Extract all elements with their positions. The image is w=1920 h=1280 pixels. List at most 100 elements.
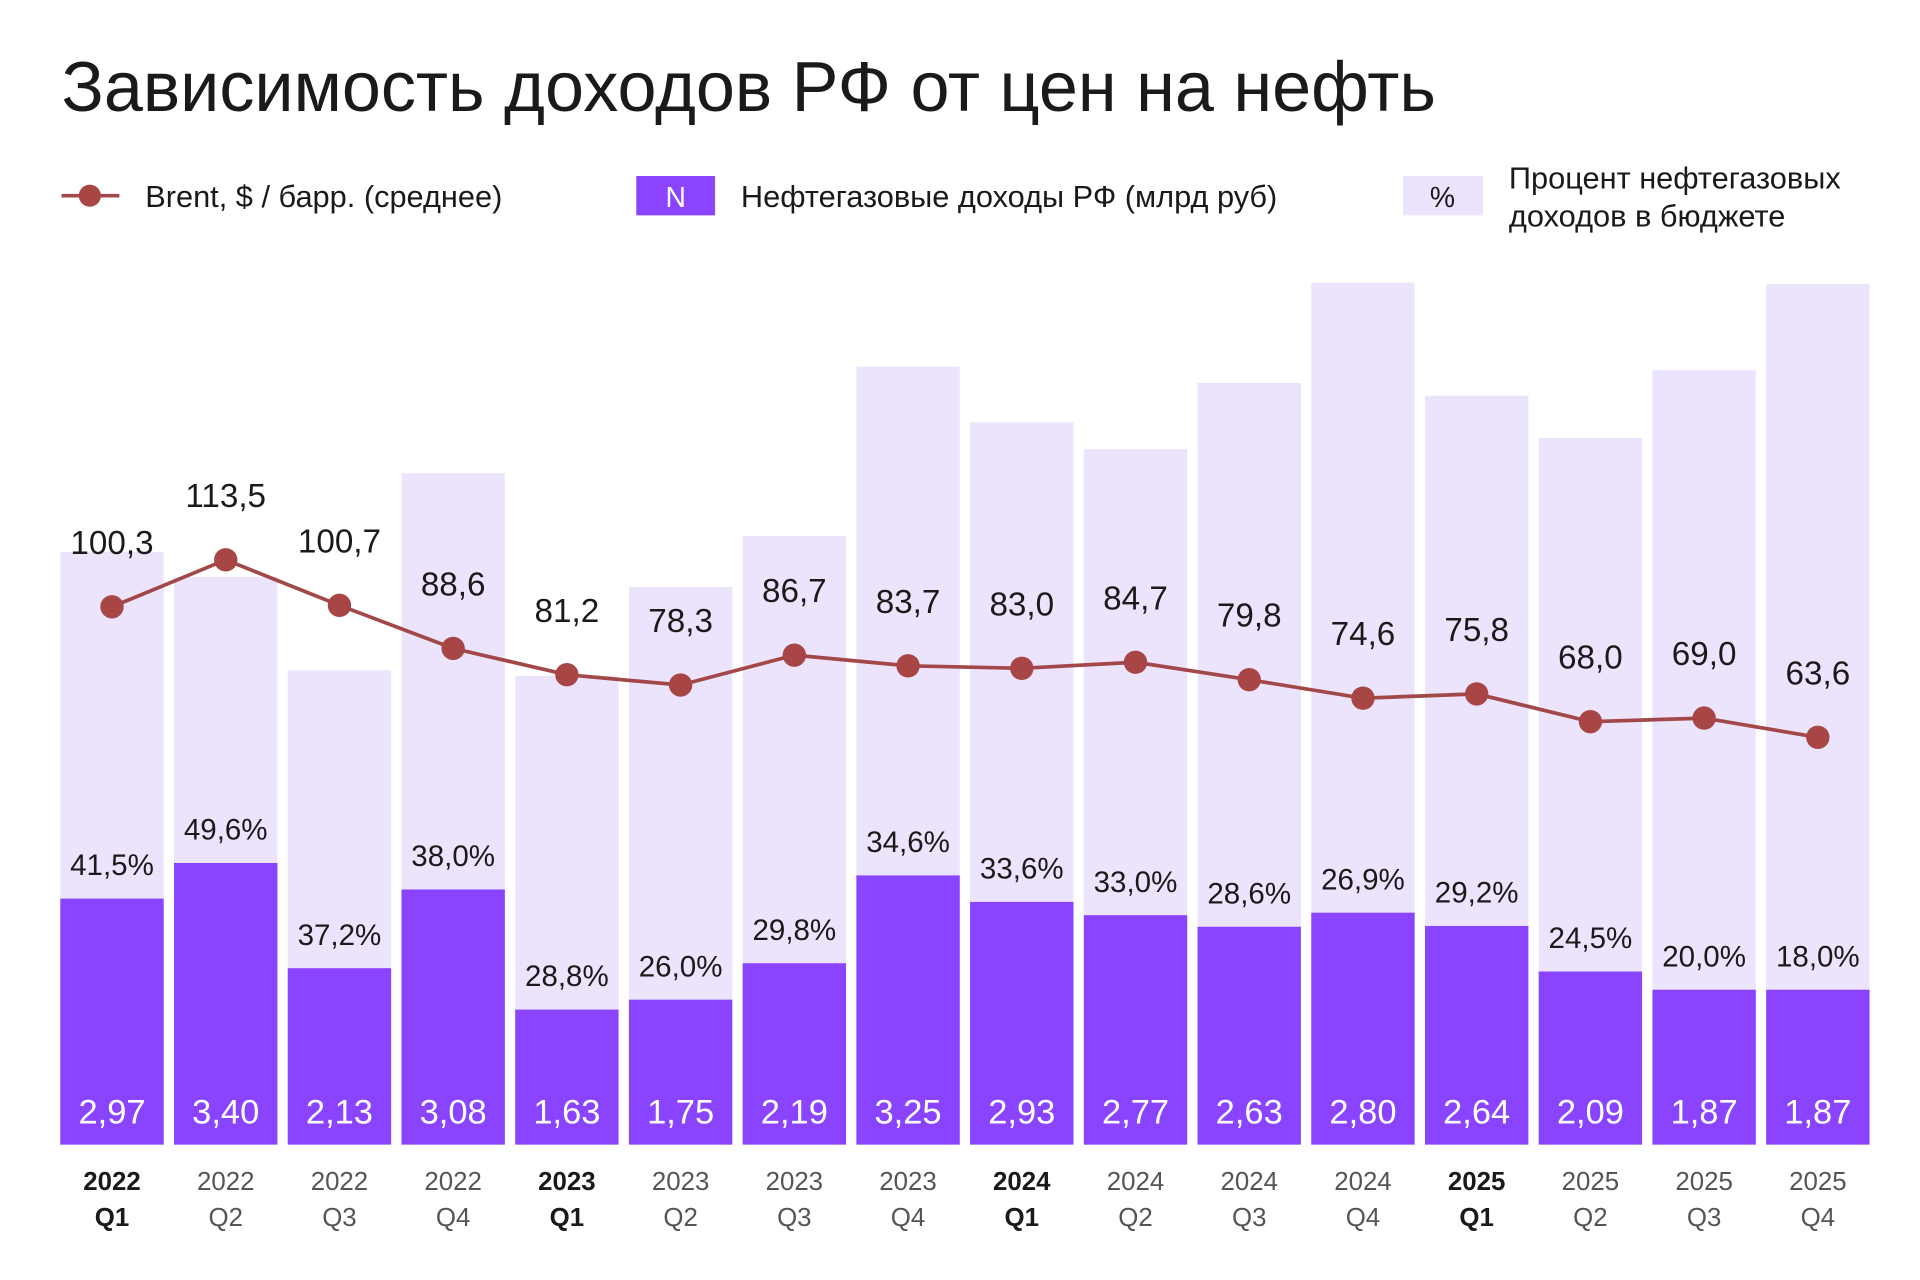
oil-revenue-bar (1083, 915, 1188, 1145)
oil-revenue-bar (970, 901, 1074, 1145)
brent-label: 81,2 (535, 593, 600, 630)
brent-label: 79,8 (1217, 598, 1282, 635)
share-label: 29,2% (1435, 877, 1519, 910)
oil-revenue-bar (1652, 989, 1756, 1145)
brent-point (100, 595, 124, 619)
x-label-quarter: Q3 (1232, 1204, 1266, 1232)
x-label-year: 2023 (766, 1168, 823, 1196)
share-labels: 41,5% 49,6% 37,2% 38,0% 28,8% 26,0% 29,8% 34,6%… (70, 814, 1860, 994)
oil-revenue-bar (515, 1009, 619, 1145)
oil-revenue-bars (60, 862, 1870, 1145)
legend-share-label-1: Процент нефтегазовых (1509, 160, 1841, 195)
chart-title: Зависимость доходов РФ от цен на нефть (62, 47, 1436, 126)
share-label: 26,0% (639, 950, 723, 983)
brent-label: 86,7 (762, 573, 827, 610)
oil-revenue-label: 2,77 (1102, 1094, 1169, 1132)
x-label-quarter: Q1 (1459, 1204, 1493, 1232)
x-label-quarter: Q4 (1801, 1204, 1835, 1232)
brent-label: 74,6 (1331, 616, 1396, 653)
share-label: 28,6% (1207, 877, 1291, 910)
brent-point (1464, 682, 1489, 706)
x-label-quarter: Q2 (1573, 1204, 1607, 1232)
share-label: 34,6% (866, 826, 950, 859)
share-label: 41,5% (70, 849, 154, 882)
legend-bar-swatch (636, 176, 716, 216)
oil-revenue-label: 1,63 (533, 1094, 600, 1132)
x-label-year: 2024 (993, 1168, 1051, 1196)
oil-revenue-bar (1197, 926, 1301, 1145)
brent-label: 83,7 (876, 584, 941, 621)
oil-revenue-label: 3,08 (420, 1094, 487, 1132)
share-label: 37,2% (298, 919, 382, 952)
oil-revenue-bar (1424, 925, 1529, 1145)
oil-revenue-label: 2,19 (761, 1094, 828, 1132)
brent-label: 78,3 (648, 603, 713, 640)
brent-point (1237, 667, 1261, 692)
brent-label: 68,0 (1558, 640, 1623, 677)
x-axis-labels: 2022 Q1 2022 Q2 2022 Q3 2022 Q4 2023 Q1 2023 Q2 2023… (83, 1168, 1846, 1232)
brent-point (896, 654, 920, 678)
oil-revenue-bar (1538, 971, 1643, 1145)
share-label: 38,0% (411, 840, 495, 873)
brent-line: 100,3 113,5 100,7 88,6 81,2 78,3 86,7 83,7 83,0 8… (70, 478, 1851, 750)
brent-point (1578, 709, 1603, 734)
x-label-year: 2024 (1220, 1168, 1277, 1196)
x-label-year: 2023 (652, 1168, 709, 1196)
oil-revenue-label: 2,80 (1329, 1094, 1396, 1132)
oil-revenue-labels: 2,97 3,40 2,13 3,08 1,63 1,75 2,19 3,25 2,93 2,77… (78, 1094, 1851, 1132)
oil-revenue-label: 1,75 (647, 1094, 714, 1132)
oil-revenue-label: 2,97 (78, 1094, 145, 1132)
brent-label: 63,6 (1786, 655, 1851, 692)
brent-point (668, 673, 693, 697)
share-label: 49,6% (184, 814, 268, 847)
brent-label: 69,0 (1672, 636, 1737, 673)
brent-point (782, 643, 807, 667)
oil-revenue-bar (1311, 912, 1415, 1145)
x-label-year: 2023 (538, 1168, 595, 1196)
oil-revenue-bar (742, 963, 847, 1145)
x-label-year: 2023 (879, 1168, 936, 1196)
legend-share-label-2: доходов в бюджете (1509, 198, 1785, 233)
oil-revenue-label: 3,40 (192, 1094, 259, 1132)
x-label-quarter: Q4 (436, 1204, 470, 1232)
share-label: 33,0% (1094, 866, 1178, 899)
legend-share-symbol: % (1430, 181, 1455, 213)
oil-revenue-label: 2,13 (306, 1094, 373, 1132)
x-label-year: 2025 (1789, 1168, 1846, 1196)
brent-point (441, 636, 465, 661)
brent-point (1123, 650, 1148, 674)
x-label-quarter: Q1 (550, 1204, 584, 1232)
oil-revenue-label: 2,64 (1443, 1094, 1510, 1132)
share-label: 18,0% (1776, 940, 1860, 973)
brent-label: 100,7 (298, 523, 381, 560)
share-label: 26,9% (1321, 863, 1405, 896)
x-label-year: 2022 (197, 1168, 254, 1196)
share-label: 28,8% (525, 960, 609, 993)
legend-line-label: Brent, $ / барр. (среднее) (145, 179, 502, 214)
share-label: 29,8% (752, 914, 836, 947)
oil-revenue-label: 2,09 (1557, 1094, 1624, 1132)
x-label-year: 2025 (1448, 1168, 1505, 1196)
oil-revenue-bar (628, 999, 733, 1145)
x-label-quarter: Q1 (1005, 1204, 1039, 1232)
oil-revenue-bar (856, 875, 960, 1145)
oil-revenue-label: 1,87 (1671, 1094, 1738, 1132)
x-label-quarter: Q4 (891, 1204, 925, 1232)
brent-point (327, 593, 352, 618)
x-label-quarter: Q3 (322, 1204, 356, 1232)
brent-series-line (111, 557, 1819, 740)
brent-point (1351, 686, 1375, 710)
x-label-quarter: Q1 (95, 1204, 129, 1232)
x-label-quarter: Q2 (1118, 1204, 1152, 1232)
oil-revenue-bar (60, 898, 164, 1145)
share-label: 20,0% (1662, 940, 1746, 973)
x-label-quarter: Q2 (208, 1204, 242, 1232)
x-label-quarter: Q2 (663, 1204, 697, 1232)
brent-point (1010, 656, 1034, 680)
oil-revenue-label: 3,25 (875, 1094, 942, 1132)
brent-point (1692, 706, 1716, 730)
x-label-year: 2022 (83, 1168, 140, 1196)
x-label-year: 2024 (1334, 1168, 1391, 1196)
x-label-year: 2022 (424, 1168, 481, 1196)
legend-bar-label: Нефтегазовые доходы РФ (млрд руб) (741, 179, 1277, 214)
